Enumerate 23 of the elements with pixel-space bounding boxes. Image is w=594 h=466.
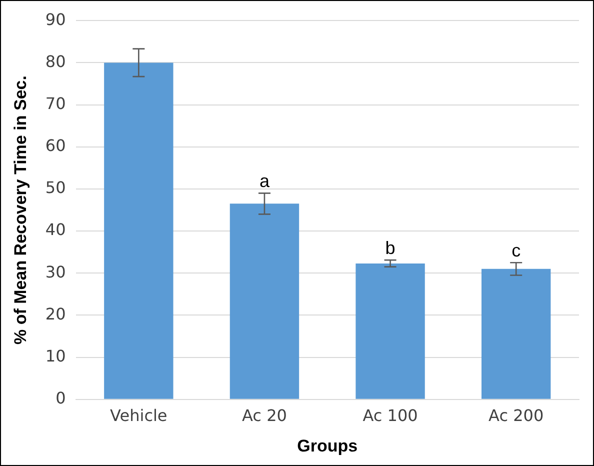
x-tick-label: Ac 100 (362, 406, 418, 426)
x-tick-label: Ac 200 (488, 406, 544, 426)
y-tick-label: 40 (45, 220, 66, 240)
y-tick-label: 30 (45, 262, 66, 282)
bar (356, 263, 425, 399)
x-tick-label: Vehicle (110, 406, 168, 426)
y-tick-label: 50 (45, 178, 66, 198)
y-tick-label: 60 (45, 136, 66, 156)
y-tick-label: 70 (45, 94, 66, 113)
bar (481, 268, 551, 399)
annotation: a (259, 171, 270, 192)
annotation: c (512, 240, 521, 261)
y-tick-label: 80 (45, 52, 66, 71)
bar (230, 204, 300, 399)
bar (104, 62, 174, 399)
annotation: b (385, 238, 396, 258)
y-tick-label: 10 (45, 346, 66, 366)
x-axis-title: Groups (297, 436, 358, 456)
y-tick-label: 20 (45, 304, 66, 324)
x-tick-label: Ac 20 (242, 406, 287, 426)
y-axis-title: % of Mean Recovery Time in Sec. (10, 76, 30, 344)
y-tick-label: 90 (45, 10, 66, 29)
y-tick-label: 0 (56, 388, 66, 408)
